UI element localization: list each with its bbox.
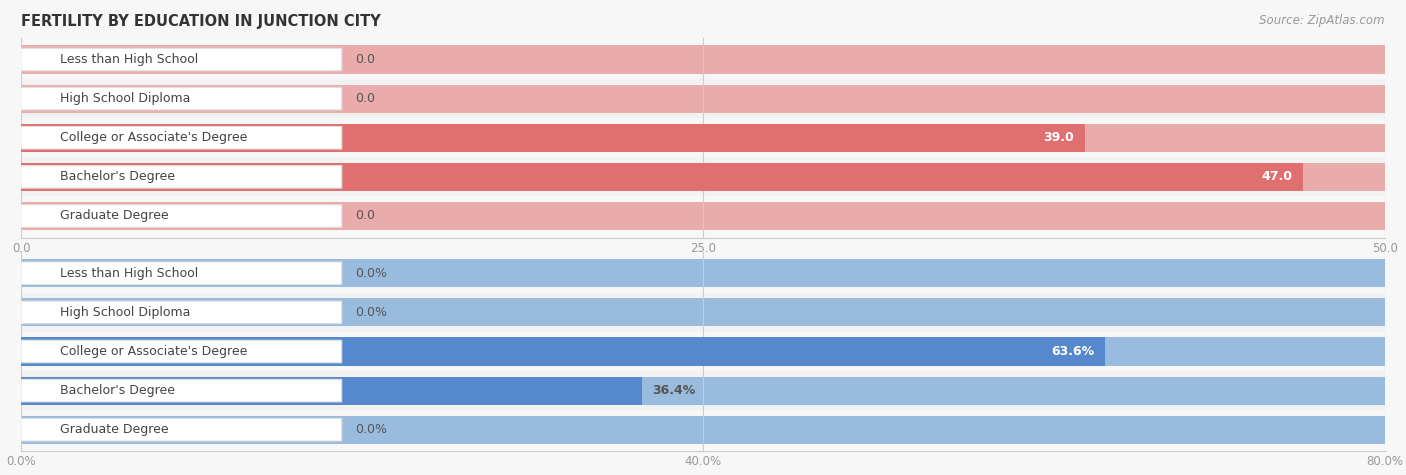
Bar	[21, 124, 1085, 152]
Text: Less than High School: Less than High School	[59, 267, 198, 280]
Bar	[21, 298, 1385, 326]
Text: 0.0%: 0.0%	[356, 267, 387, 280]
Bar	[21, 332, 1385, 371]
Bar	[21, 163, 1385, 191]
Text: FERTILITY BY EDUCATION IN JUNCTION CITY: FERTILITY BY EDUCATION IN JUNCTION CITY	[21, 14, 381, 29]
FancyBboxPatch shape	[21, 87, 342, 110]
Bar	[21, 259, 1385, 287]
Text: 0.0%: 0.0%	[356, 306, 387, 319]
Bar	[21, 371, 1385, 410]
Text: 0.0: 0.0	[356, 92, 375, 105]
Bar	[21, 79, 1385, 118]
Text: Less than High School: Less than High School	[59, 53, 198, 66]
FancyBboxPatch shape	[21, 340, 342, 363]
Bar	[21, 118, 1385, 157]
Bar	[21, 254, 1385, 293]
Bar	[21, 416, 1385, 444]
Bar	[21, 163, 1303, 191]
Text: 36.4%: 36.4%	[652, 384, 696, 397]
Bar	[21, 377, 1385, 405]
FancyBboxPatch shape	[21, 205, 342, 227]
FancyBboxPatch shape	[21, 262, 342, 285]
Bar	[21, 40, 1385, 79]
Bar	[21, 124, 1385, 152]
Bar	[21, 337, 1105, 366]
Text: 0.0%: 0.0%	[356, 423, 387, 436]
Text: 0.0: 0.0	[356, 53, 375, 66]
Bar	[21, 46, 1385, 74]
FancyBboxPatch shape	[21, 380, 342, 402]
Text: Graduate Degree: Graduate Degree	[59, 423, 169, 436]
Text: Bachelor's Degree: Bachelor's Degree	[59, 384, 174, 397]
Bar	[21, 337, 1385, 366]
Text: Graduate Degree: Graduate Degree	[59, 209, 169, 222]
Bar	[21, 197, 1385, 236]
Text: High School Diploma: High School Diploma	[59, 306, 190, 319]
FancyBboxPatch shape	[21, 126, 342, 149]
Text: College or Associate's Degree: College or Associate's Degree	[59, 131, 247, 144]
Bar	[21, 202, 1385, 230]
Bar	[21, 293, 1385, 332]
Text: 0.0: 0.0	[356, 209, 375, 222]
Text: 39.0: 39.0	[1043, 131, 1074, 144]
Text: 63.6%: 63.6%	[1052, 345, 1094, 358]
Bar	[21, 157, 1385, 197]
FancyBboxPatch shape	[21, 166, 342, 188]
Bar	[21, 85, 1385, 113]
Text: Source: ZipAtlas.com: Source: ZipAtlas.com	[1260, 14, 1385, 27]
Bar	[21, 377, 641, 405]
Bar	[21, 410, 1385, 449]
Text: 47.0: 47.0	[1261, 171, 1292, 183]
FancyBboxPatch shape	[21, 418, 342, 441]
Text: High School Diploma: High School Diploma	[59, 92, 190, 105]
FancyBboxPatch shape	[21, 48, 342, 71]
Text: College or Associate's Degree: College or Associate's Degree	[59, 345, 247, 358]
Text: Bachelor's Degree: Bachelor's Degree	[59, 171, 174, 183]
FancyBboxPatch shape	[21, 301, 342, 323]
